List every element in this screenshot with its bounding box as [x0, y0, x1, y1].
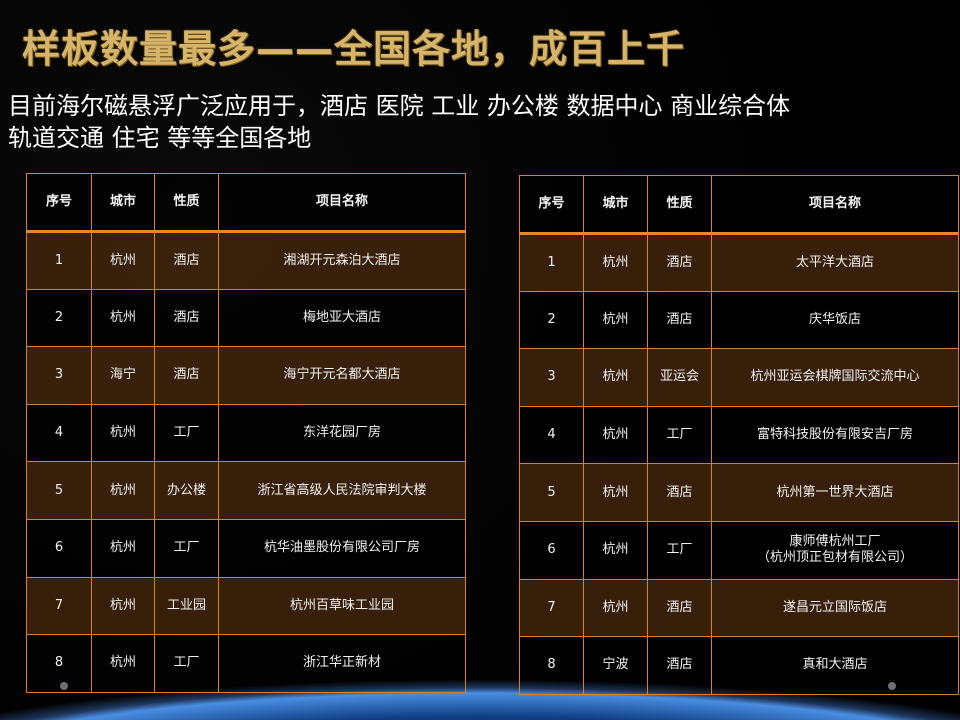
row-project-name: 遂昌元立国际饭店	[711, 578, 959, 638]
row-type: 工业园	[154, 576, 219, 636]
decorative-dot	[888, 682, 896, 690]
row-city: 杭州	[91, 576, 155, 636]
row-index: 8	[519, 636, 584, 695]
row-project-name: 浙江省高级人民法院审判大楼	[218, 461, 466, 520]
table-row: 8 宁波 酒店 真和大酒店	[519, 636, 959, 695]
row-type: 酒店	[647, 290, 712, 350]
header-project-name: 项目名称	[218, 173, 466, 232]
row-project-name: 富特科技股份有限安吉厂房	[711, 405, 959, 465]
row-project-name: 庆华饭店	[711, 290, 959, 350]
header-city: 城市	[91, 173, 155, 232]
subtitle-line-2: 轨道交通 住宅 等等全国各地	[8, 124, 312, 152]
row-city: 杭州	[583, 290, 648, 350]
table-row: 6 杭州 工厂 杭华油墨股份有限公司厂房	[26, 518, 466, 578]
row-city: 宁波	[583, 636, 648, 695]
row-index: 6	[26, 518, 92, 578]
row-type: 酒店	[647, 463, 712, 522]
row-type: 酒店	[647, 578, 712, 638]
row-type: 工厂	[647, 520, 712, 580]
row-city: 杭州	[583, 348, 648, 407]
header-type: 性质	[154, 173, 219, 232]
row-project-name: 康师傅杭州工厂 （杭州顶正包材有限公司）	[711, 520, 959, 580]
table-row: 7 杭州 工业园 杭州百草味工业园	[26, 576, 466, 636]
row-city: 杭州	[91, 231, 155, 290]
table-row: 1 杭州 酒店 湘湖开元森泊大酒店	[26, 231, 466, 290]
row-type: 酒店	[154, 288, 219, 348]
row-index: 3	[519, 348, 584, 407]
table-row: 4 杭州 工厂 富特科技股份有限安吉厂房	[519, 405, 959, 465]
row-type: 酒店	[154, 346, 219, 405]
table-row: 3 杭州 亚运会 杭州亚运会棋牌国际交流中心	[519, 348, 959, 407]
header-type: 性质	[647, 175, 712, 234]
row-project-name: 杭州第一世界大酒店	[711, 463, 959, 522]
left-project-table: 序号 城市 性质 项目名称 1 杭州 酒店 湘湖开元森泊大酒店 2 杭州 酒店 梅地亚大酒店 3…	[26, 173, 466, 693]
row-city: 杭州	[583, 405, 648, 465]
table-row: 2 杭州 酒店 梅地亚大酒店	[26, 288, 466, 348]
row-project-name: 浙江华正新材	[218, 634, 466, 693]
row-project-name: 杭州亚运会棋牌国际交流中心	[711, 348, 959, 407]
row-type: 工厂	[154, 518, 219, 578]
table-row: 7 杭州 酒店 遂昌元立国际饭店	[519, 578, 959, 638]
row-index: 3	[26, 346, 92, 405]
row-city: 杭州	[91, 518, 155, 578]
row-type: 工厂	[647, 405, 712, 465]
row-city: 杭州	[583, 463, 648, 522]
row-index: 5	[26, 461, 92, 520]
row-city: 杭州	[583, 578, 648, 638]
row-index: 7	[519, 578, 584, 638]
table-row: 4 杭州 工厂 东洋花园厂房	[26, 403, 466, 463]
table-row: 3 海宁 酒店 海宁开元名都大酒店	[26, 346, 466, 405]
header-index: 序号	[26, 173, 92, 232]
table-row: 8 杭州 工厂 浙江华正新材	[26, 634, 466, 693]
row-type: 酒店	[154, 231, 219, 290]
table-row: 6 杭州 工厂 康师傅杭州工厂 （杭州顶正包材有限公司）	[519, 520, 959, 580]
header-project-name: 项目名称	[711, 175, 959, 234]
row-city: 杭州	[91, 403, 155, 463]
row-index: 7	[26, 576, 92, 636]
row-type: 酒店	[647, 636, 712, 695]
decorative-dot	[60, 682, 68, 690]
row-project-name: 梅地亚大酒店	[218, 288, 466, 348]
row-index: 2	[519, 290, 584, 350]
row-project-name: 海宁开元名都大酒店	[218, 346, 466, 405]
row-index: 2	[26, 288, 92, 348]
right-project-table: 序号 城市 性质 项目名称 1 杭州 酒店 太平洋大酒店 2 杭州 酒店 庆华饭店 3 杭州 亚运会…	[519, 175, 959, 695]
row-project-name: 杭华油墨股份有限公司厂房	[218, 518, 466, 578]
row-type: 工厂	[154, 634, 219, 693]
row-city: 杭州	[91, 461, 155, 520]
row-project-name: 杭州百草味工业园	[218, 576, 466, 636]
table-row: 5 杭州 办公楼 浙江省高级人民法院审判大楼	[26, 461, 466, 520]
row-type: 办公楼	[154, 461, 219, 520]
header-index: 序号	[519, 175, 584, 234]
row-index: 1	[26, 231, 92, 290]
row-city: 杭州	[91, 288, 155, 348]
row-index: 8	[26, 634, 92, 693]
row-city: 杭州	[583, 520, 648, 580]
row-type: 工厂	[154, 403, 219, 463]
row-city: 海宁	[91, 346, 155, 405]
row-project-name: 太平洋大酒店	[711, 233, 959, 292]
subtitle-line-1: 目前海尔磁悬浮广泛应用于，酒店 医院 工业 办公楼 数据中心 商业综合体	[8, 92, 791, 120]
table-row: 1 杭州 酒店 太平洋大酒店	[519, 233, 959, 292]
row-index: 4	[26, 403, 92, 463]
row-project-name: 真和大酒店	[711, 636, 959, 695]
header-city: 城市	[583, 175, 648, 234]
row-city: 杭州	[583, 233, 648, 292]
row-project-name: 东洋花园厂房	[218, 403, 466, 463]
row-index: 1	[519, 233, 584, 292]
row-city: 杭州	[91, 634, 155, 693]
slide-title: 样板数量最多——全国各地，成百上千	[22, 27, 686, 71]
row-type: 酒店	[647, 233, 712, 292]
row-project-name: 湘湖开元森泊大酒店	[218, 231, 466, 290]
table-row: 2 杭州 酒店 庆华饭店	[519, 290, 959, 350]
table-row: 5 杭州 酒店 杭州第一世界大酒店	[519, 463, 959, 522]
row-index: 6	[519, 520, 584, 580]
row-type: 亚运会	[647, 348, 712, 407]
row-index: 4	[519, 405, 584, 465]
row-index: 5	[519, 463, 584, 522]
